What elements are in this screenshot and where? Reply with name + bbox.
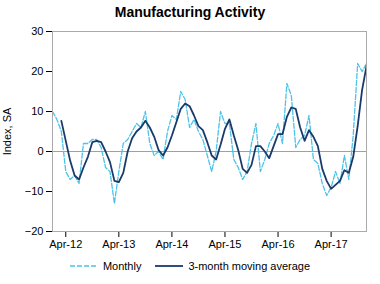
svg-text:10: 10 [31, 105, 43, 117]
svg-text:Apr-14: Apr-14 [155, 238, 188, 250]
svg-text:0: 0 [37, 145, 43, 157]
svg-text:Apr-13: Apr-13 [102, 238, 135, 250]
svg-text:Index, SA: Index, SA [1, 107, 13, 155]
html-text:Manufacturing Activity: Manufacturing Activity [114, 4, 266, 20]
html-text:3-month moving average: 3-month moving average [188, 260, 311, 272]
svg-text:Apr-12: Apr-12 [49, 238, 82, 250]
svg-text:30: 30 [31, 25, 43, 37]
svg-text:−20: −20 [25, 225, 44, 237]
svg-text:−10: −10 [25, 185, 44, 197]
svg-text:20: 20 [31, 65, 43, 77]
svg-text:Apr-17: Apr-17 [315, 238, 348, 250]
html-text:Monthly: Monthly [102, 260, 142, 272]
svg-text:Apr-16: Apr-16 [262, 238, 295, 250]
svg-text:Apr-15: Apr-15 [208, 238, 241, 250]
